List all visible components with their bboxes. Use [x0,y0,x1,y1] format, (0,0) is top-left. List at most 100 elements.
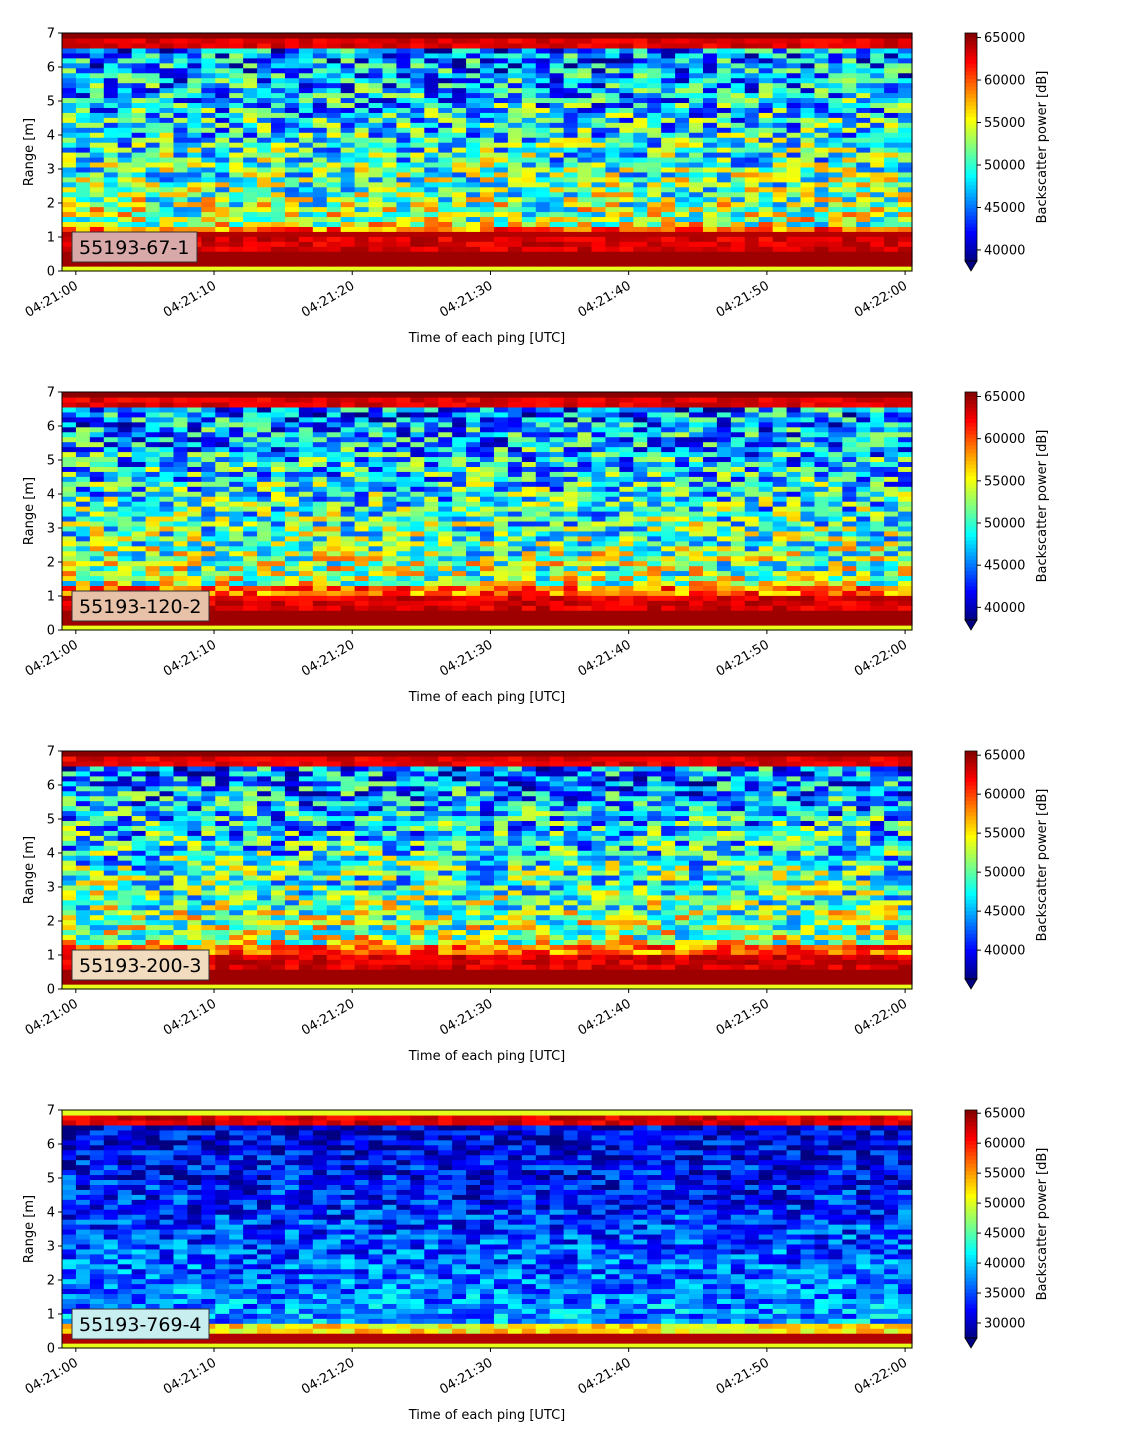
colorbar-frame [964,750,978,980]
x-tick-label: 04:21:10 [161,637,219,679]
y-tick-label: 5 [47,1172,55,1187]
colorbar-label: Backscatter power [dB] [1035,430,1050,583]
x-axis-label: Time of each ping [UTC] [408,331,566,346]
panel-4: 0 1 2 3 4 5 6 7 04:21:00 04:21:10 04:21:20 04:21:30… [22,1104,1050,1424]
colorbar-label: Backscatter power [dB] [1035,1148,1050,1301]
heatmap-3 [62,751,913,990]
x-tick-label: 04:22:00 [852,278,910,320]
x-tick-label: 04:21:00 [23,1355,81,1397]
colorbar-frame [964,32,978,262]
x-tick-label: 04:21:50 [714,996,772,1038]
colorbar-tick-label: 45000 [984,905,1025,920]
x-tick-label: 04:21:20 [299,278,357,320]
y-tick-label: 1 [47,590,55,605]
x-tick-label: 04:21:00 [23,996,81,1038]
y-tick-label: 6 [47,61,55,76]
colorbar-tick-label: 50000 [984,1197,1025,1212]
heatmap-2 [62,392,913,631]
x-tick-label: 04:21:00 [23,637,81,679]
x-tick-label: 04:21:50 [714,637,772,679]
x-tick-label: 04:21:30 [437,278,495,320]
colorbar-extend-arrow [964,260,978,272]
y-axis-label: Range [m] [22,118,37,186]
y-tick-label: 0 [47,624,55,639]
axes-frame-3 [61,750,913,990]
axes-frame-2 [61,391,913,631]
colorbar-tick-label: 45000 [984,1227,1025,1242]
y-tick-label: 6 [47,1138,55,1153]
colorbar-tick-label: 30000 [984,1317,1025,1332]
y-tick-label: 3 [47,522,55,537]
colorbar-tick-label: 60000 [984,74,1025,89]
axes-frame-1 [61,32,913,272]
colorbar-tick-label: 55000 [984,827,1025,842]
y-tick-label: 1 [47,949,55,964]
y-tick-label: 1 [47,231,55,246]
label-box-text: 55193-67-1 [79,237,189,259]
colorbar-tick-label: 40000 [984,944,1025,959]
x-tick-label: 04:21:40 [576,996,634,1038]
colorbar-tick-label: 45000 [984,559,1025,574]
y-tick-label: 4 [47,1206,55,1221]
y-tick-label: 7 [47,745,55,760]
label-box-3 [71,949,210,981]
y-tick-label: 7 [47,27,55,42]
x-tick-label: 04:22:00 [852,1355,910,1397]
colorbar-tick-label: 65000 [984,749,1025,764]
colorbar-label: Backscatter power [dB] [1035,789,1050,942]
x-tick-label: 04:21:30 [437,996,495,1038]
y-tick-label: 5 [47,95,55,110]
colorbar-label: Backscatter power [dB] [1035,71,1050,224]
x-tick-label: 04:21:50 [714,1355,772,1397]
x-tick-label: 04:21:20 [299,1355,357,1397]
x-tick-label: 04:21:10 [161,278,219,320]
y-tick-label: 2 [47,915,55,930]
colorbar-extend-arrow [964,619,978,631]
colorbar-frame [964,1109,978,1339]
x-axis-label: Time of each ping [UTC] [408,690,566,705]
y-tick-label: 6 [47,779,55,794]
colorbar-tick-label: 65000 [984,1107,1025,1122]
y-tick-label: 7 [47,1104,55,1119]
label-box-1 [71,231,198,263]
colorbar-tick-label: 50000 [984,158,1025,173]
label-box-text: 55193-200-3 [79,955,202,977]
axes-frame-4 [61,1109,913,1349]
y-axis-label: Range [m] [22,836,37,904]
y-tick-label: 2 [47,197,55,212]
colorbar-2: 40000 45000 50000 55000 60000 65000 Backscatte… [964,390,1050,631]
y-axis-label: Range [m] [22,477,37,545]
y-tick-label: 1 [47,1308,55,1323]
panel-2: 0 1 2 3 4 5 6 7 04:21:00 04:21:10 04:21:20 04:21:30… [22,386,1050,706]
panel-1: 0 1 2 3 4 5 6 7 04:21:00 04:21:10 04:21:20 04:21:30… [22,27,1050,347]
heatmap-1 [62,33,913,272]
colorbar-tick-label: 65000 [984,390,1025,405]
y-tick-label: 7 [47,386,55,401]
y-tick-label: 6 [47,420,55,435]
y-tick-label: 4 [47,488,55,503]
x-tick-label: 04:22:00 [852,996,910,1038]
y-tick-label: 4 [47,847,55,862]
colorbar-tick-label: 55000 [984,116,1025,131]
colorbar-tick-label: 40000 [984,1257,1025,1272]
colorbar-tick-label: 45000 [984,201,1025,216]
x-tick-label: 04:21:40 [576,278,634,320]
colorbar-tick-label: 60000 [984,788,1025,803]
y-tick-label: 3 [47,881,55,896]
x-tick-label: 04:21:30 [437,637,495,679]
colorbar-extend-arrow [964,1337,978,1349]
x-tick-label: 04:21:00 [23,278,81,320]
y-tick-label: 0 [47,1342,55,1357]
colorbar-tick-label: 60000 [984,1137,1025,1152]
x-tick-label: 04:21:40 [576,1355,634,1397]
label-box-text: 55193-769-4 [79,1314,202,1336]
y-tick-label: 5 [47,813,55,828]
x-tick-label: 04:21:40 [576,637,634,679]
colorbar-tick-label: 65000 [984,31,1025,46]
colorbar-tick-label: 40000 [984,601,1025,616]
y-tick-label: 4 [47,129,55,144]
x-axis-label: Time of each ping [UTC] [408,1049,566,1064]
colorbar-tick-label: 40000 [984,243,1025,258]
x-tick-label: 04:22:00 [852,637,910,679]
label-box-4 [71,1308,210,1340]
